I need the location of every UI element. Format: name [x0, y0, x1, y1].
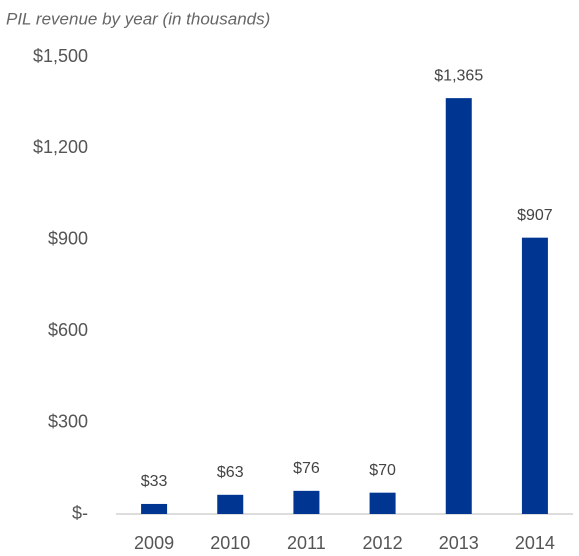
bar — [369, 492, 396, 514]
x-tick-label: 2011 — [287, 533, 326, 553]
x-tick-label: 2009 — [134, 533, 174, 553]
x-tick-label: 2012 — [363, 533, 403, 553]
value-label: $907 — [517, 207, 553, 224]
x-tick-label: 2014 — [515, 533, 555, 553]
bar — [141, 503, 168, 514]
y-tick-label: $1,200 — [33, 137, 88, 157]
x-tick-label: 2013 — [439, 533, 479, 553]
bar — [521, 237, 548, 514]
x-tick-label: 2010 — [210, 533, 250, 553]
bar — [217, 494, 244, 514]
chart-title: PIL revenue by year (in thousands) — [6, 9, 270, 28]
y-tick-label: $600 — [48, 320, 88, 340]
y-tick-label: $300 — [48, 411, 88, 431]
value-label: $33 — [141, 473, 168, 490]
value-label: $63 — [217, 464, 244, 481]
value-label: $70 — [369, 462, 396, 479]
value-label: $1,365 — [434, 67, 483, 84]
y-tick-label: $1,500 — [33, 46, 88, 66]
bar — [445, 98, 472, 514]
y-tick-label: $- — [72, 503, 88, 523]
value-label: $76 — [293, 460, 320, 477]
bar — [293, 490, 320, 514]
y-tick-label: $900 — [48, 229, 88, 249]
